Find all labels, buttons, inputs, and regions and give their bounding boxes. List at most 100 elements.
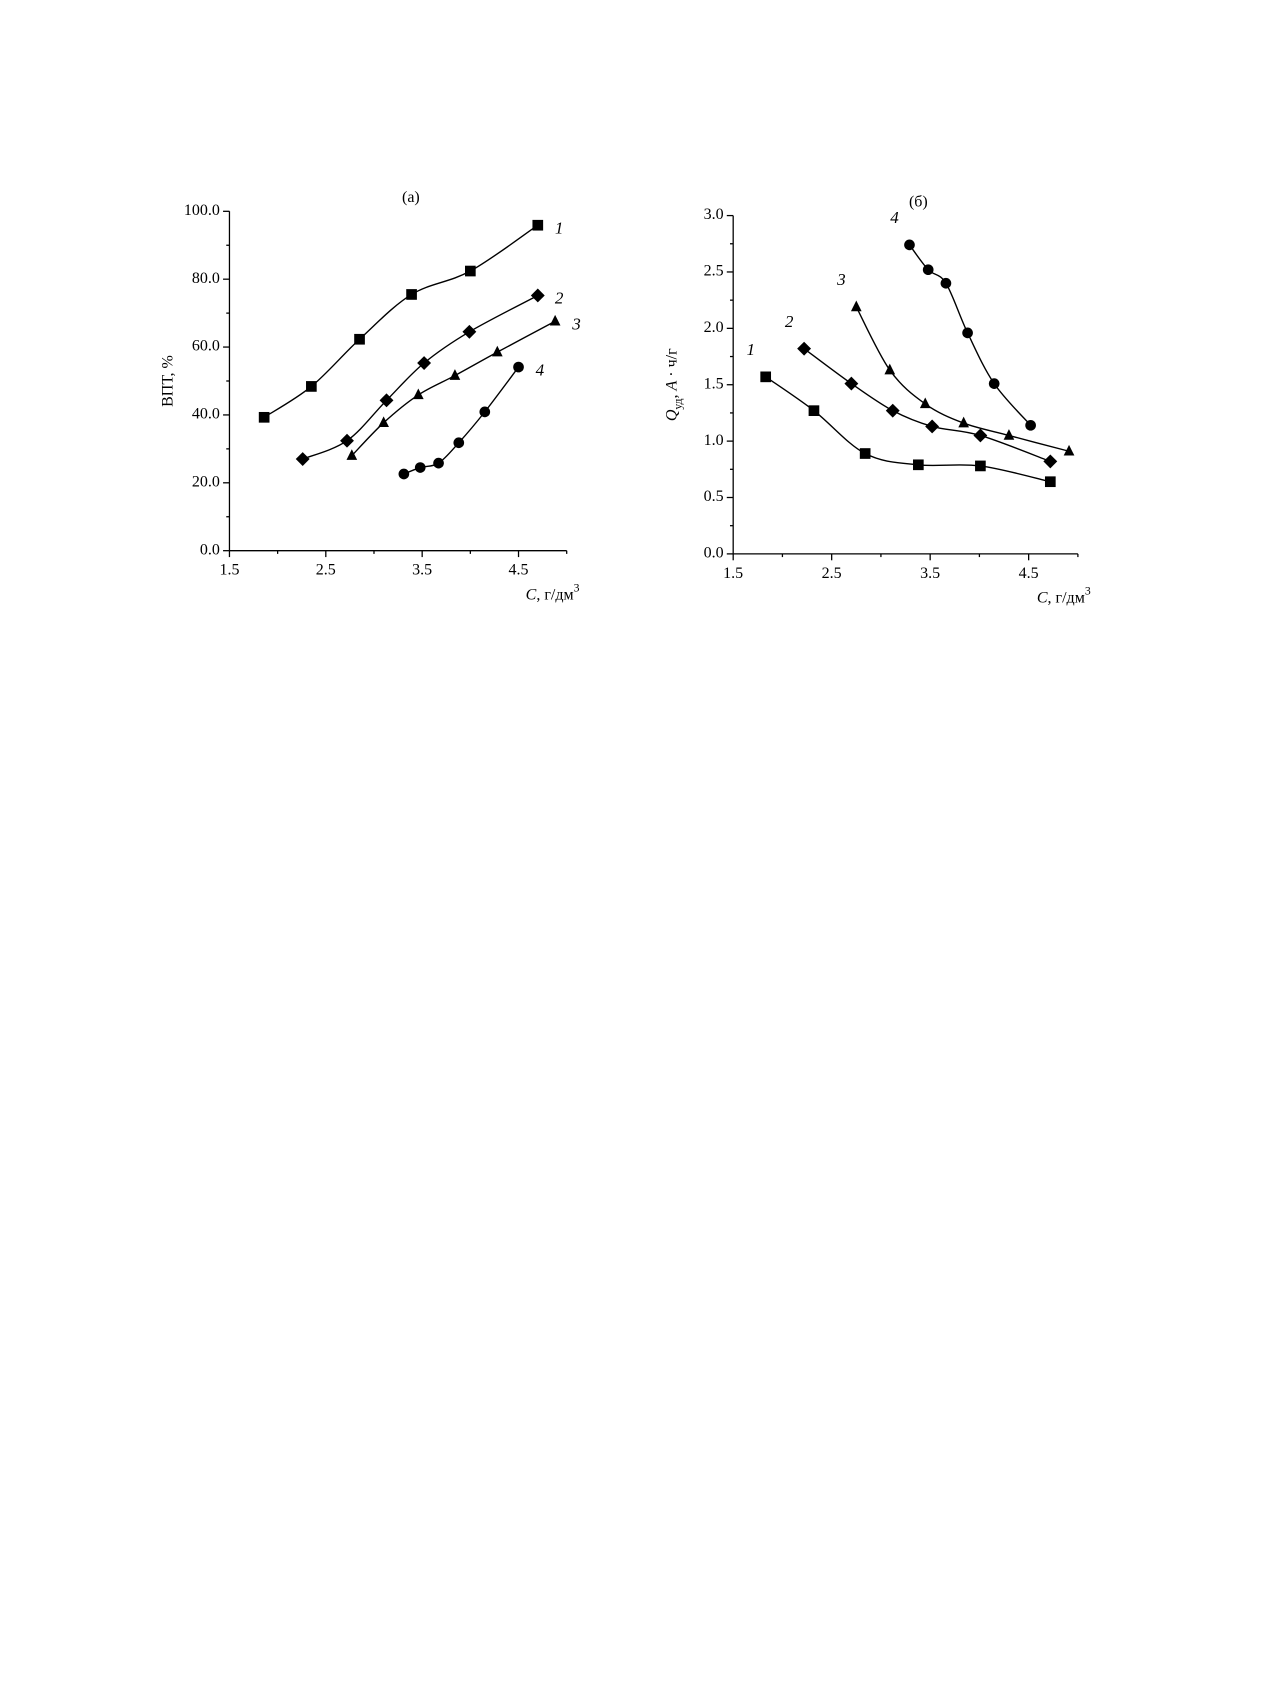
marker xyxy=(462,324,477,339)
series-label: 1 xyxy=(746,340,755,359)
marker xyxy=(465,265,476,277)
marker xyxy=(398,468,410,480)
marker xyxy=(258,411,270,423)
series-label: 2 xyxy=(785,312,794,331)
marker xyxy=(973,428,988,443)
label-run: · ч/г xyxy=(663,348,680,381)
marker xyxy=(1044,476,1056,488)
label-run: , xyxy=(663,390,680,398)
marker xyxy=(958,416,969,428)
marker xyxy=(1063,444,1075,456)
x-tick-label: 4.5 xyxy=(1019,565,1039,582)
fit-curve xyxy=(403,366,520,475)
y-tick-label: 1.5 xyxy=(704,375,724,392)
marker xyxy=(414,462,426,473)
marker xyxy=(306,381,317,392)
marker xyxy=(417,356,432,370)
marker xyxy=(406,289,417,300)
label-run: 3 xyxy=(574,582,580,595)
label-run: ВПТ, % xyxy=(159,355,176,407)
label-run: C xyxy=(1037,589,1048,606)
y-tick-label: 20.0 xyxy=(192,473,220,490)
x-tick-label: 4.5 xyxy=(509,562,529,579)
x-axis-label: C, г/дм3 xyxy=(1037,585,1091,606)
x-tick-label: 1.5 xyxy=(219,562,239,579)
label-run: , г/дм xyxy=(1048,589,1085,606)
label-run: уд xyxy=(672,398,685,409)
marker xyxy=(1003,429,1015,440)
series-label: 3 xyxy=(836,270,846,289)
marker xyxy=(479,406,491,418)
marker xyxy=(940,277,952,289)
fit-curve xyxy=(263,224,539,418)
marker xyxy=(975,460,986,472)
series-label: 4 xyxy=(536,360,545,379)
y-tick-label: 100.0 xyxy=(184,202,220,219)
marker xyxy=(988,378,1000,389)
marker xyxy=(453,437,465,449)
x-tick-label: 2.5 xyxy=(316,562,336,579)
marker xyxy=(1043,454,1058,469)
marker xyxy=(962,327,973,339)
y-tick-label: 3.0 xyxy=(704,206,724,223)
marker xyxy=(808,405,820,417)
y-tick-label: 0.0 xyxy=(200,541,220,558)
chart-title: (б) xyxy=(909,193,928,210)
marker xyxy=(340,433,354,448)
marker xyxy=(513,361,524,373)
y-tick-label: 80.0 xyxy=(192,270,220,287)
x-tick-label: 3.5 xyxy=(920,565,940,582)
y-tick-label: 2.0 xyxy=(704,319,724,336)
y-tick-label: 60.0 xyxy=(192,338,220,355)
series-label: 3 xyxy=(571,314,581,333)
label-run: Q xyxy=(663,409,680,421)
y-tick-label: 40.0 xyxy=(192,406,220,423)
label-run: , г/дм xyxy=(536,586,573,603)
marker xyxy=(532,219,544,231)
marker xyxy=(530,288,545,303)
y-axis-label: Qуд, A · ч/г xyxy=(663,348,685,421)
series-label: 1 xyxy=(555,218,564,237)
marker xyxy=(884,363,896,375)
marker xyxy=(922,264,934,276)
marker xyxy=(913,459,924,471)
y-tick-label: 1.0 xyxy=(704,432,724,449)
label-run: C xyxy=(526,586,537,603)
series-label: 2 xyxy=(555,289,564,308)
marker xyxy=(354,333,365,345)
marker xyxy=(919,397,931,409)
marker xyxy=(859,448,871,459)
marker xyxy=(925,419,940,434)
marker xyxy=(904,239,915,251)
series-label: 4 xyxy=(890,208,899,227)
marker xyxy=(378,416,389,428)
y-axis-label: ВПТ, % xyxy=(159,355,176,407)
fit-curve xyxy=(765,376,1051,483)
marker xyxy=(449,369,461,380)
x-axis-label: C, г/дм3 xyxy=(526,582,580,603)
marker xyxy=(844,376,859,391)
x-tick-label: 2.5 xyxy=(822,565,842,582)
marker xyxy=(433,457,444,469)
marker xyxy=(1025,419,1036,431)
marker xyxy=(885,403,900,418)
marker xyxy=(346,449,358,460)
y-tick-label: 2.5 xyxy=(704,263,724,280)
label-run: 3 xyxy=(1085,585,1091,598)
x-tick-label: 3.5 xyxy=(412,562,432,579)
label-run: A xyxy=(663,380,680,391)
marker xyxy=(549,314,561,326)
marker xyxy=(412,388,424,400)
marker xyxy=(760,371,772,383)
marker xyxy=(797,341,812,356)
marker xyxy=(491,345,503,357)
x-tick-label: 1.5 xyxy=(723,565,743,582)
fit-curve xyxy=(302,294,539,460)
marker xyxy=(295,452,310,466)
y-tick-label: 0.0 xyxy=(704,545,724,562)
chart-title: (а) xyxy=(402,189,420,206)
fit-curve xyxy=(855,306,1070,452)
y-tick-label: 0.5 xyxy=(704,488,724,505)
marker xyxy=(850,300,862,312)
